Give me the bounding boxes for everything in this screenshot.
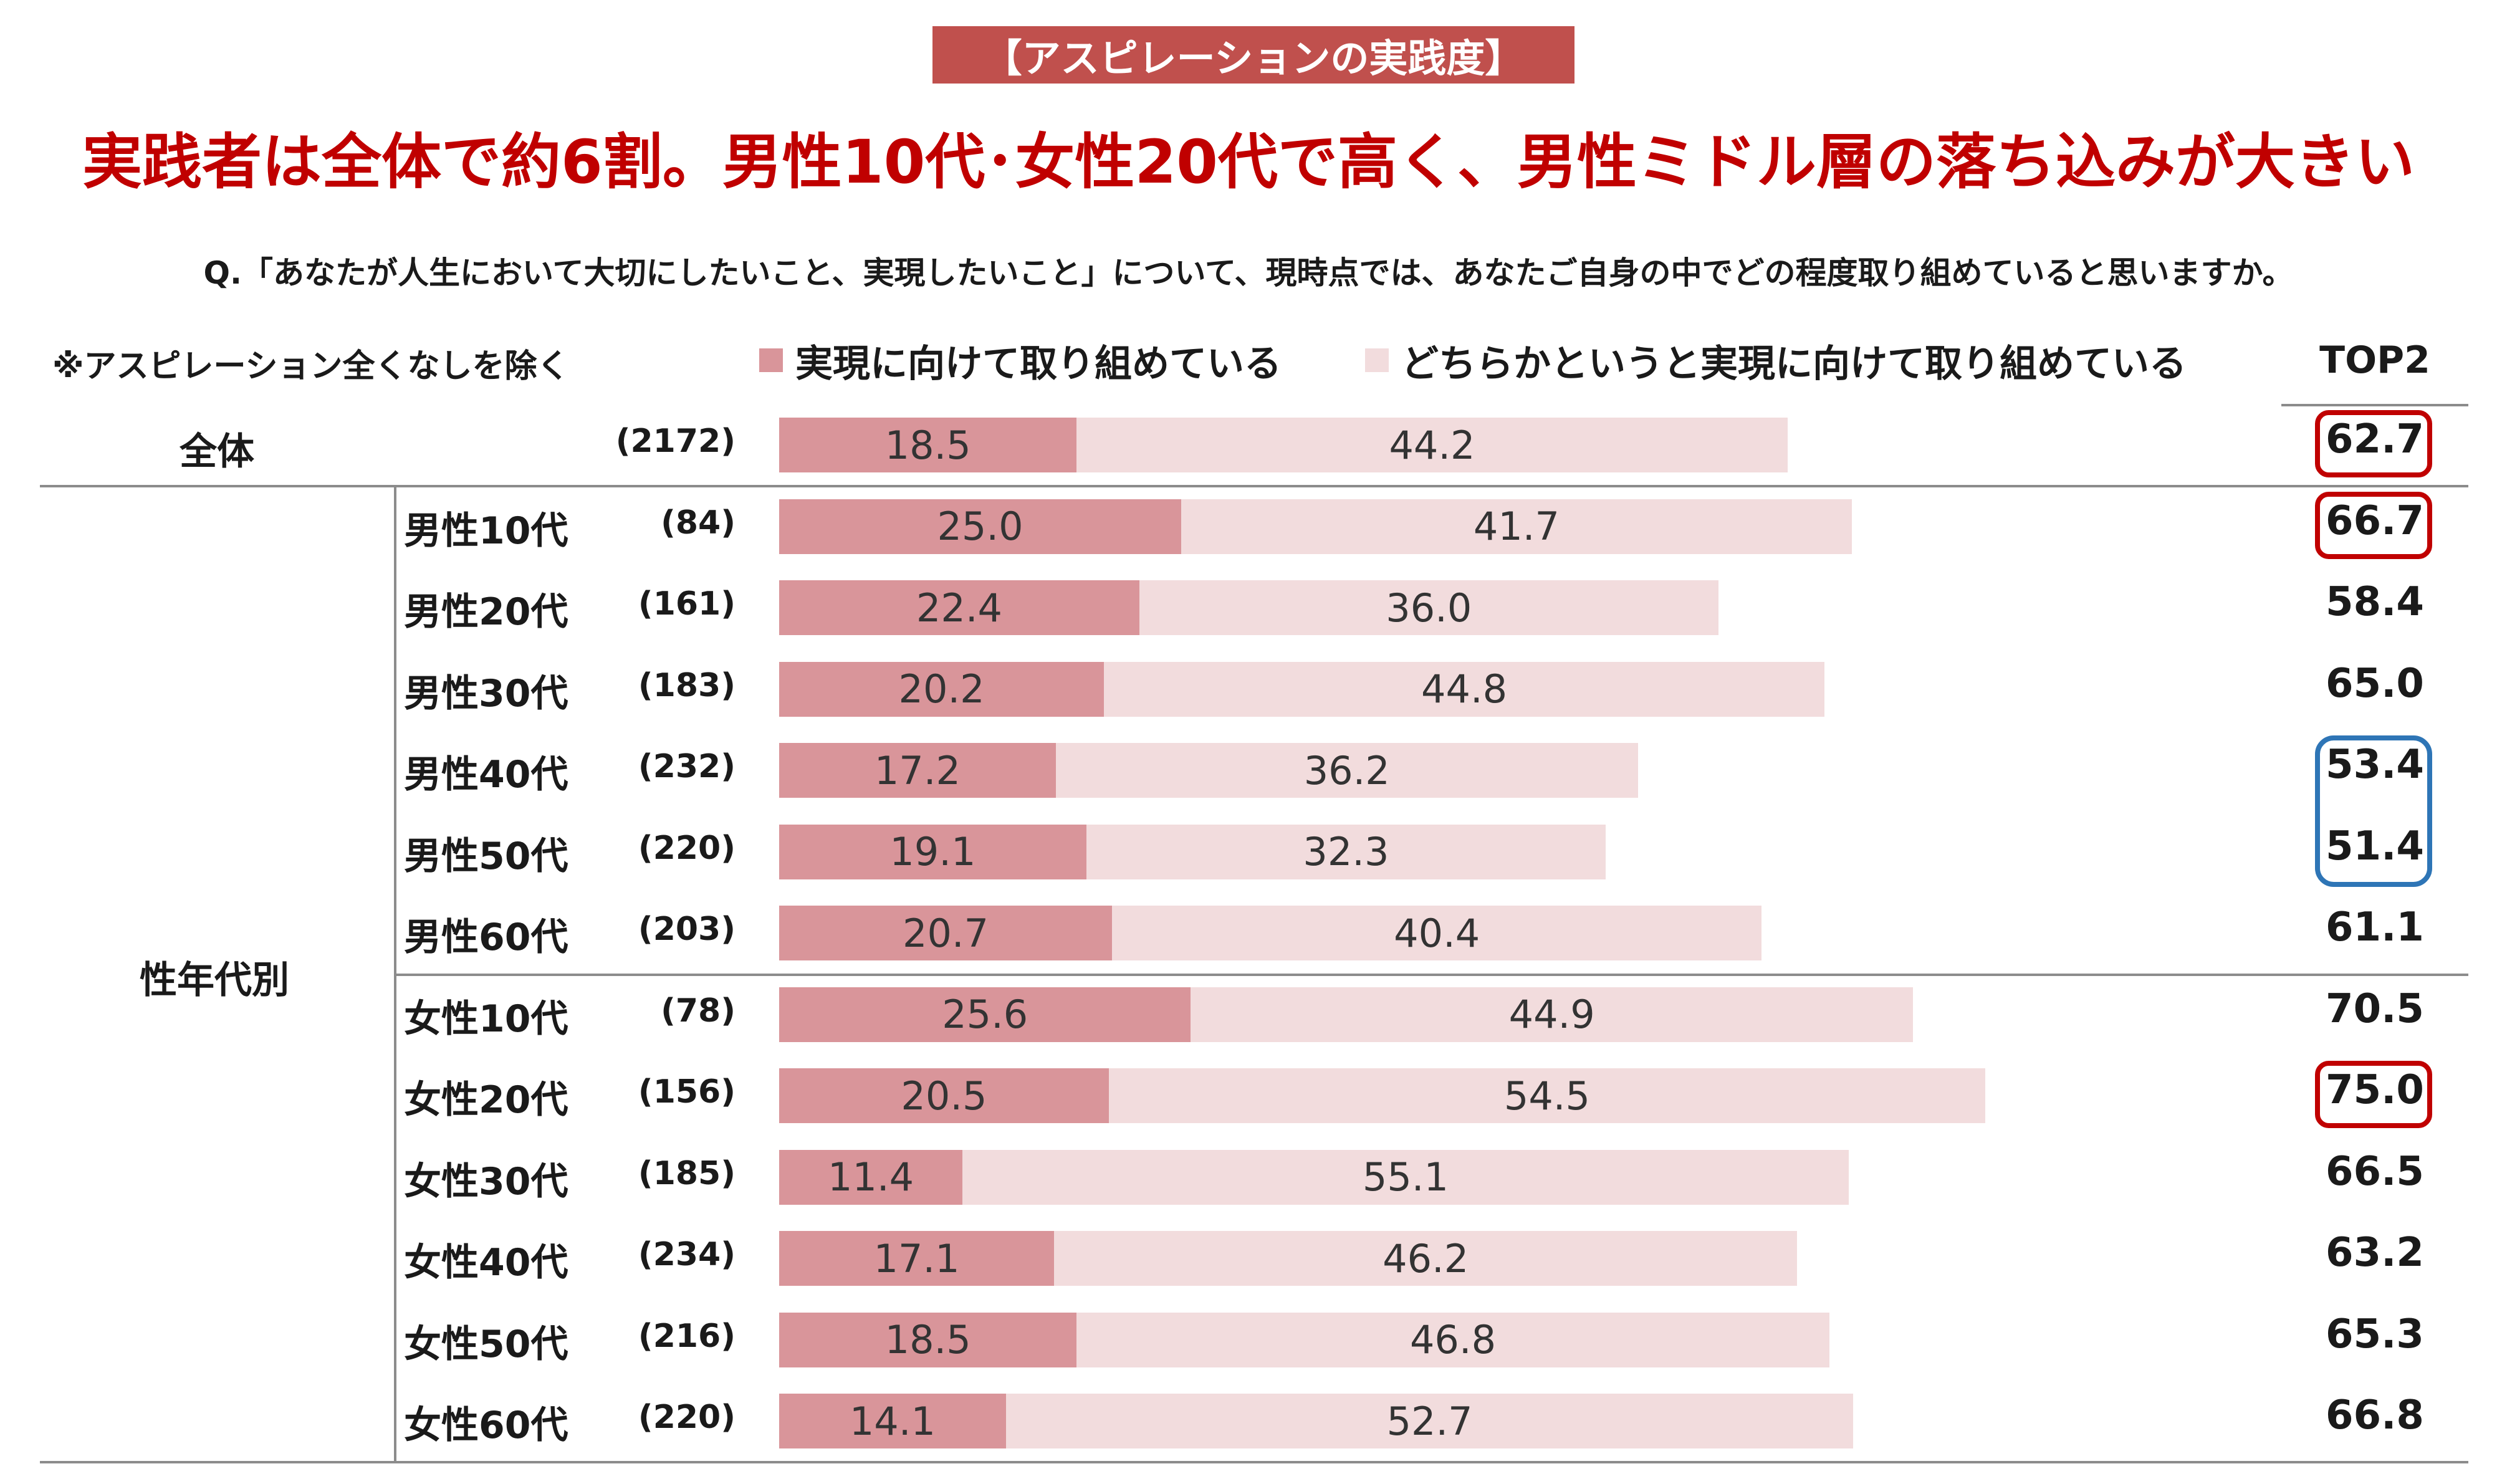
row-label: 男性40代 bbox=[404, 753, 568, 797]
row-label: 女性30代 bbox=[404, 1159, 568, 1204]
bar-segment-b: 36.0 bbox=[1139, 580, 1718, 635]
sample-size: (203) bbox=[638, 911, 736, 948]
top2-value: 53.4 bbox=[2326, 742, 2424, 788]
row-label: 女性10代 bbox=[404, 997, 568, 1041]
bar-segment-a: 25.0 bbox=[779, 499, 1181, 554]
top2-value: 65.3 bbox=[2326, 1311, 2424, 1357]
bar-segment-b: 44.2 bbox=[1076, 418, 1788, 472]
sample-size: (161) bbox=[638, 585, 736, 623]
sample-size: (234) bbox=[638, 1236, 736, 1273]
row-label: 女性40代 bbox=[404, 1241, 568, 1285]
row-label: 男性20代 bbox=[404, 590, 568, 634]
bar-segment-a: 22.4 bbox=[779, 580, 1139, 635]
sample-size: (220) bbox=[638, 829, 736, 867]
bar-segment-b: 41.7 bbox=[1181, 499, 1852, 554]
sample-size: (185) bbox=[638, 1154, 736, 1192]
bar-segment-b: 40.4 bbox=[1112, 906, 1762, 960]
bar-segment-a: 20.2 bbox=[779, 661, 1105, 717]
top2-value: 65.0 bbox=[2326, 660, 2424, 707]
bar-segment-b: 54.5 bbox=[1108, 1068, 1985, 1123]
section-label: 【アスピレーションの実践度】 bbox=[932, 26, 1574, 84]
legend-series-a: 実現に向けて取り組めている bbox=[759, 335, 1282, 386]
bar-segment-a: 19.1 bbox=[779, 824, 1086, 879]
top2-value: 62.7 bbox=[2326, 416, 2424, 462]
bar-segment-a: 11.4 bbox=[779, 1149, 963, 1205]
bar-segment-a: 20.7 bbox=[779, 906, 1113, 960]
top2-value: 66.5 bbox=[2326, 1148, 2424, 1195]
row-label: 男性30代 bbox=[404, 671, 568, 716]
top2-value: 63.2 bbox=[2326, 1230, 2424, 1276]
top2-value: 51.4 bbox=[2326, 823, 2424, 869]
highlight-high-box bbox=[2315, 491, 2432, 559]
bottom-rule bbox=[40, 1461, 2468, 1463]
bar-segment-a: 17.1 bbox=[779, 1231, 1055, 1286]
bar-segment-a: 14.1 bbox=[779, 1394, 1006, 1448]
top2-value: 75.0 bbox=[2326, 1067, 2424, 1113]
legend-swatch-b bbox=[1365, 348, 1389, 372]
top2-header: TOP2 bbox=[2319, 338, 2430, 382]
bar-segment-b: 44.9 bbox=[1191, 987, 1913, 1042]
row-label: 男性50代 bbox=[404, 834, 568, 878]
headline: 実践者は全体で約6割。男性10代･女性20代で高く、男性ミドル層の落ち込みが大き… bbox=[82, 127, 2415, 197]
group-label-total: 全体 bbox=[180, 430, 254, 474]
bar-segment-b: 46.2 bbox=[1054, 1231, 1798, 1286]
top2-value: 58.4 bbox=[2326, 579, 2424, 625]
sample-size: (78) bbox=[661, 992, 736, 1030]
top2-value: 70.5 bbox=[2326, 985, 2424, 1032]
bar-segment-a: 18.5 bbox=[779, 1312, 1077, 1367]
sample-size: (156) bbox=[638, 1073, 736, 1111]
highlight-high-box bbox=[2315, 1061, 2432, 1128]
row-label: 女性50代 bbox=[404, 1322, 568, 1366]
legend-swatch-a bbox=[759, 348, 783, 372]
sample-size: (216) bbox=[638, 1317, 736, 1355]
total-separator bbox=[40, 485, 2468, 487]
sample-size: (220) bbox=[638, 1399, 736, 1436]
gender-separator bbox=[394, 974, 2468, 976]
legend-series-b: どちらかというと実現に向けて取り組めている bbox=[1365, 335, 2187, 386]
bar-segment-b: 52.7 bbox=[1005, 1394, 1854, 1448]
top2-value: 66.7 bbox=[2326, 497, 2424, 544]
bar-segment-a: 20.5 bbox=[779, 1068, 1109, 1123]
question-text: Q.「あなたが人生において大切にしたいこと、実現したいこと」について、現時点では… bbox=[203, 255, 2294, 291]
row-label: 男性10代 bbox=[404, 509, 568, 553]
highlight-high-box bbox=[2315, 410, 2432, 477]
sample-size: (183) bbox=[638, 666, 736, 704]
group-label-segment: 性年代別 bbox=[140, 959, 289, 1002]
row-label: 男性60代 bbox=[404, 916, 568, 959]
exclusion-note: ※アスピレーション全くなしを除く bbox=[52, 348, 570, 385]
top2-value: 61.1 bbox=[2326, 904, 2424, 950]
bar-segment-a: 17.2 bbox=[779, 743, 1056, 798]
bar-segment-b: 46.8 bbox=[1076, 1312, 1829, 1367]
sample-size: (232) bbox=[638, 748, 736, 785]
legend-label-b: どちらかというと実現に向けて取り組めている bbox=[1401, 342, 2187, 386]
row-label: 女性20代 bbox=[404, 1078, 568, 1122]
top2-header-rule bbox=[2281, 404, 2468, 406]
sample-size: (2172) bbox=[615, 423, 736, 460]
bar-segment-a: 18.5 bbox=[779, 418, 1077, 472]
bar-segment-a: 25.6 bbox=[779, 987, 1191, 1042]
highlight-low-box bbox=[2315, 735, 2432, 887]
row-label: 女性60代 bbox=[404, 1404, 568, 1447]
bar-segment-b: 36.2 bbox=[1055, 743, 1638, 798]
top2-value: 66.8 bbox=[2326, 1392, 2424, 1439]
sample-size: (84) bbox=[661, 504, 736, 542]
bar-segment-b: 32.3 bbox=[1086, 824, 1606, 879]
bar-segment-b: 44.8 bbox=[1104, 661, 1824, 717]
segment-divider bbox=[394, 486, 396, 1462]
legend-label-a: 実現に向けて取り組めている bbox=[795, 342, 1282, 386]
bar-segment-b: 55.1 bbox=[962, 1149, 1849, 1205]
